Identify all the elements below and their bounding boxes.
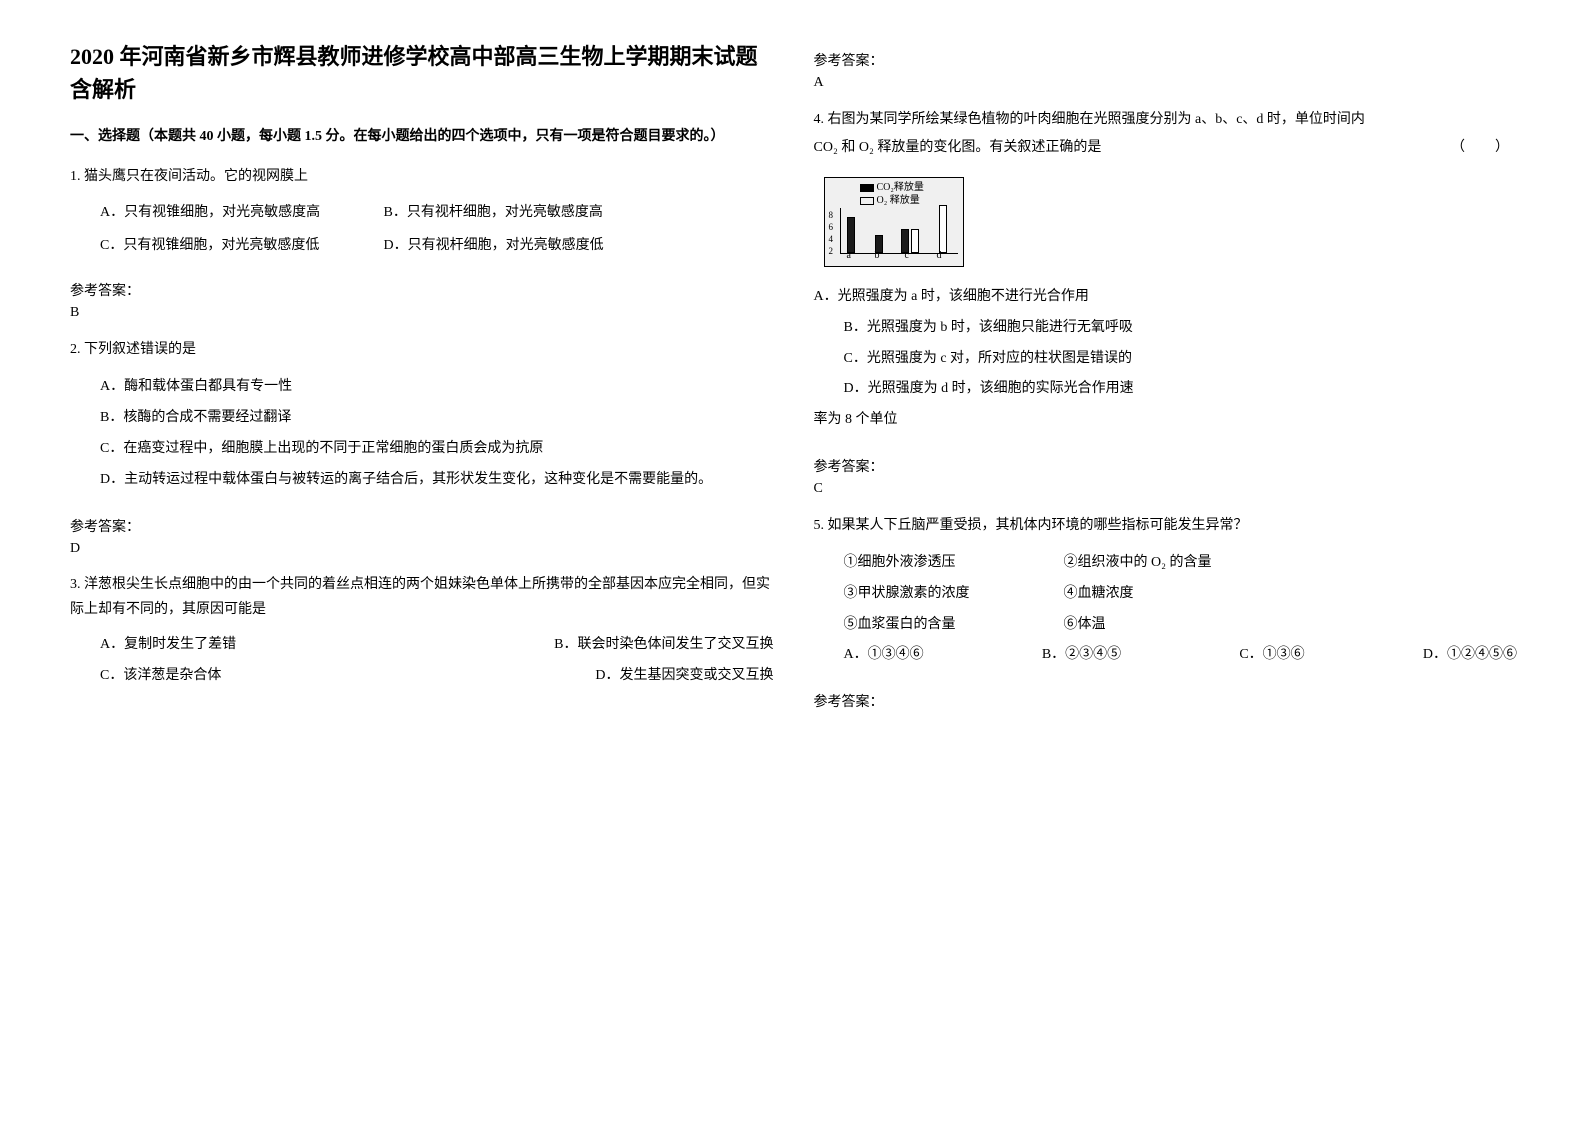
q3-answer-label: 参考答案：: [814, 50, 1518, 70]
q3-opt-c: C．该洋葱是杂合体: [70, 668, 221, 683]
q5-opt-c: C．①③⑥: [1239, 640, 1304, 671]
q1-answer-label: 参考答案：: [70, 280, 774, 300]
q5-items: ①细胞外液渗透压 ②组织液中的 O₂ 的含量 ③甲状腺激素的浓度 ④血糖浓度 ⑤…: [814, 548, 1518, 640]
q4-text-p2: CO₂ 和 O₂ 释放量的变化图。有关叙述正确的是: [814, 134, 1102, 162]
q4-opt-a: A．光照强度为 a 时，该细胞不进行光合作用: [814, 282, 1518, 313]
q5-item4: ④血糖浓度: [1064, 579, 1134, 610]
x-label-b: b: [875, 246, 880, 266]
q4-text-row2: CO₂ 和 O₂ 释放量的变化图。有关叙述正确的是 （ ）: [814, 134, 1518, 162]
q5-row3: ⑤血浆蛋白的含量 ⑥体温: [844, 610, 1518, 641]
bar-c-o2: [911, 229, 919, 253]
q5-opt-a: A．①③④⑥: [844, 640, 924, 671]
q5-row2: ③甲状腺激素的浓度 ④血糖浓度: [844, 579, 1518, 610]
exam-title: 2020 年河南省新乡市辉县教师进修学校高中部高三生物上学期期末试题含解析: [70, 40, 774, 106]
q4-opt-d-cont: 率为 8 个单位: [814, 405, 1518, 436]
q3-answer: A: [814, 75, 1518, 91]
q4-opt-c: C．光照强度为 c 对，所对应的柱状图是错误的: [814, 344, 1518, 375]
q2-text: 2. 下列叙述错误的是: [70, 336, 774, 364]
question-1: 1. 猫头鹰只在夜间活动。它的视网膜上 A．只有视锥细胞，对光亮敏感度高 B．只…: [70, 163, 774, 260]
q2-opt-b: B．核酶的合成不需要经过翻译: [70, 403, 774, 434]
q4-opt-b: B．光照强度为 b 时，该细胞只能进行无氧呼吸: [814, 313, 1518, 344]
q1-opt-a: A．只有视锥细胞，对光亮敏感度高: [100, 199, 380, 227]
q3-text: 3. 洋葱根尖生长点细胞中的由一个共同的着丝点相连的两个姐妹染色单体上所携带的全…: [70, 572, 774, 622]
q5-item6: ⑥体温: [1064, 610, 1106, 641]
q5-item5: ⑤血浆蛋白的含量: [844, 610, 1004, 641]
q1-answer: B: [70, 305, 774, 321]
q5-item2: ②组织液中的 O₂ 的含量: [1064, 548, 1212, 579]
q1-options-row2: C．只有视锥细胞，对光亮敏感度低 D．只有视杆细胞，对光亮敏感度低: [70, 232, 774, 260]
right-column: 参考答案： A 4. 右图为某同学所绘某绿色植物的叶肉细胞在光照强度分别为 a、…: [794, 40, 1538, 1082]
q1-options-row1: A．只有视锥细胞，对光亮敏感度高 B．只有视杆细胞，对光亮敏感度高: [70, 199, 774, 227]
q3-row1: A．复制时发生了差错 B．联会时染色体间发生了交叉互换: [70, 630, 774, 661]
q4-text-p1: 4. 右图为某同学所绘某绿色植物的叶肉细胞在光照强度分别为 a、b、c、d 时，…: [814, 106, 1518, 134]
q4-answer: C: [814, 481, 1518, 497]
q5-opt-b: B．②③④⑤: [1042, 640, 1121, 671]
q2-opt-a: A．酶和载体蛋白都具有专一性: [70, 372, 774, 403]
q5-choices: A．①③④⑥ B．②③④⑤ C．①③⑥ D．①②④⑤⑥: [814, 640, 1518, 671]
legend-o2-text: O₂ 释放量: [877, 194, 920, 207]
chart-legend: CO₂释放量 O₂ 释放量: [860, 181, 924, 207]
q5-opt-d: D．①②④⑤⑥: [1423, 640, 1517, 671]
q2-answer-label: 参考答案：: [70, 516, 774, 536]
q5-text: 5. 如果某人下丘脑严重受损，其机体内环境的哪些指标可能发生异常？: [814, 512, 1518, 540]
q1-text: 1. 猫头鹰只在夜间活动。它的视网膜上: [70, 163, 774, 191]
legend-co2: CO₂释放量: [860, 181, 924, 194]
q5-answer-label: 参考答案：: [814, 691, 1518, 711]
q1-opt-c: C．只有视锥细胞，对光亮敏感度低: [100, 232, 380, 260]
q4-paren: （ ）: [1451, 134, 1517, 162]
q4-answer-label: 参考答案：: [814, 456, 1518, 476]
q3-opt-a: A．复制时发生了差错: [70, 637, 236, 652]
q2-answer: D: [70, 541, 774, 557]
legend-co2-text: CO₂释放量: [877, 181, 924, 194]
question-5: 5. 如果某人下丘脑严重受损，其机体内环境的哪些指标可能发生异常？ ①细胞外液渗…: [814, 512, 1518, 671]
y-tick-2: 2: [829, 242, 834, 260]
q5-item3: ③甲状腺激素的浓度: [844, 579, 1004, 610]
legend-o2: O₂ 释放量: [860, 194, 924, 207]
q5-row1: ①细胞外液渗透压 ②组织液中的 O₂ 的含量: [844, 548, 1518, 579]
q3-row2: C．该洋葱是杂合体 D．发生基因突变或交叉互换: [70, 661, 774, 692]
left-column: 2020 年河南省新乡市辉县教师进修学校高中部高三生物上学期期末试题含解析 一、…: [50, 40, 794, 1082]
q3-opt-b: B．联会时染色体间发生了交叉互换: [554, 630, 773, 661]
legend-box-o2: [860, 197, 874, 205]
question-3: 3. 洋葱根尖生长点细胞中的由一个共同的着丝点相连的两个姐妹染色单体上所携带的全…: [70, 572, 774, 692]
q4-opt-d: D．光照强度为 d 时，该细胞的实际光合作用速: [814, 374, 1518, 405]
q1-opt-d: D．只有视杆细胞，对光亮敏感度低: [384, 238, 604, 253]
legend-box-co2: [860, 184, 874, 192]
chart-container: CO₂释放量 O₂ 释放量 8 6 4 2: [814, 177, 1518, 267]
section-header: 一、选择题（本题共 40 小题，每小题 1.5 分。在每小题给出的四个选项中，只…: [70, 126, 774, 148]
x-label-a: a: [847, 246, 851, 266]
q2-opt-c: C．在癌变过程中，细胞膜上出现的不同于正常细胞的蛋白质会成为抗原: [70, 434, 774, 465]
question-4: 4. 右图为某同学所绘某绿色植物的叶肉细胞在光照强度分别为 a、b、c、d 时，…: [814, 106, 1518, 436]
q2-opt-d: D．主动转运过程中载体蛋白与被转运的离子结合后，其形状发生变化，这种变化是不需要…: [70, 465, 774, 496]
q5-item1: ①细胞外液渗透压: [844, 548, 1004, 579]
q1-opt-b: B．只有视杆细胞，对光亮敏感度高: [384, 205, 603, 220]
question-2: 2. 下列叙述错误的是 A．酶和载体蛋白都具有专一性 B．核酶的合成不需要经过翻…: [70, 336, 774, 495]
q3-opt-d: D．发生基因突变或交叉互换: [595, 661, 773, 692]
x-label-d: d: [937, 246, 942, 266]
x-label-c: c: [905, 246, 909, 266]
bar-chart: CO₂释放量 O₂ 释放量 8 6 4 2: [824, 177, 964, 267]
